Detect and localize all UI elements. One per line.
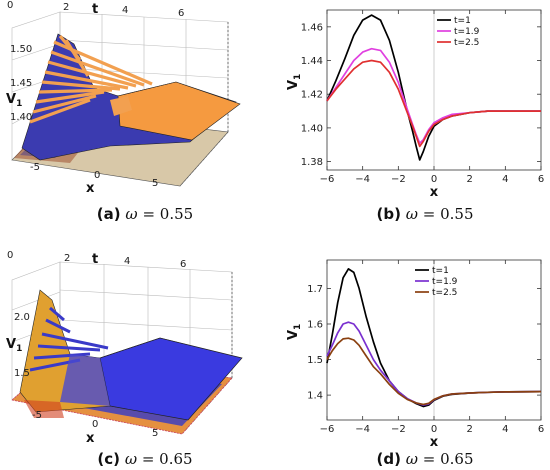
line-chart-b: −6 −4 −2 0 2 4 6 1.38 1.40 1.42 1.44 1.46 x V1 t=1t=1.… bbox=[286, 9, 544, 200]
t-tick: 4 bbox=[122, 5, 128, 16]
y-tick-label: 1.6 bbox=[307, 320, 323, 331]
caption-label: (d) bbox=[376, 450, 401, 468]
series-line-t25 bbox=[326, 59, 541, 148]
y-tick-label: 1.42 bbox=[301, 90, 323, 101]
x-tick-label: 4 bbox=[502, 424, 508, 435]
x-tick-label: −4 bbox=[355, 424, 370, 435]
x-tick-label: 2 bbox=[466, 424, 472, 435]
caption-value: = 0.65 bbox=[141, 450, 193, 468]
x-tick-label: 4 bbox=[502, 174, 508, 185]
legend-entry: t=1 bbox=[454, 16, 471, 26]
caption-value: = 0.55 bbox=[422, 205, 474, 223]
t-axis-label: t bbox=[92, 252, 98, 267]
legend-entry: t=1.9 bbox=[454, 27, 480, 37]
panel-b: −6 −4 −2 0 2 4 6 1.38 1.40 1.42 1.44 1.46 x V1 t=1 t=1.… bbox=[275, 0, 550, 200]
omega-symbol: ω bbox=[405, 205, 418, 223]
y-tick-label: 1.5 bbox=[307, 355, 323, 366]
legend-entry: t=1.9 bbox=[432, 277, 458, 287]
x-tick: -5 bbox=[30, 162, 40, 173]
x-tick-label: 0 bbox=[431, 174, 437, 185]
x-axis-label: x bbox=[430, 435, 439, 450]
y-tick-label: 1.46 bbox=[301, 22, 323, 33]
y-tick-label: 1.7 bbox=[307, 284, 323, 295]
panel-c: 0 2 4 6 t 2.0 1.5 V1 -5 0 5 x bbox=[0, 250, 275, 450]
x-tick: 5 bbox=[152, 428, 158, 439]
t-tick: 2 bbox=[63, 2, 69, 13]
omega-symbol: ω bbox=[125, 205, 138, 223]
surface-plot-c: 0 2 4 6 t 2.0 1.5 V1 -5 0 5 x bbox=[6, 250, 243, 446]
z-tick: 1.5 bbox=[14, 368, 30, 379]
caption-b: (b) ω = 0.55 bbox=[330, 205, 520, 223]
x-tick-label: 0 bbox=[431, 424, 437, 435]
t-tick: 0 bbox=[7, 250, 13, 261]
x-tick-label: −6 bbox=[320, 424, 335, 435]
z-axis-label: V1 bbox=[6, 92, 22, 109]
surface-a bbox=[21, 33, 241, 161]
x-tick-label: −2 bbox=[391, 174, 406, 185]
legend-entry: t=1 bbox=[432, 266, 449, 276]
line-chart-d: −6 −4 −2 0 2 4 6 1.4 1.5 1.6 1.7 x V1 t=1t=1.9t=2.5 bbox=[286, 259, 544, 450]
t-tick: 2 bbox=[64, 253, 70, 264]
caption-label: (b) bbox=[376, 205, 401, 223]
caption-value: = 0.55 bbox=[142, 205, 194, 223]
caption-c: (c) ω = 0.65 bbox=[50, 450, 240, 468]
t-tick: 4 bbox=[124, 256, 130, 267]
panel-a: 0 2 4 6 t 1.50 1.45 1.40 V1 -5 0 5 x bbox=[0, 0, 275, 200]
y-tick-label: 1.38 bbox=[301, 157, 323, 168]
t-tick: 0 bbox=[7, 0, 13, 11]
y-tick-label: 1.44 bbox=[301, 56, 323, 67]
x-tick: 0 bbox=[94, 170, 100, 181]
x-tick: 5 bbox=[152, 178, 158, 189]
y-axis-label: V1 bbox=[286, 74, 303, 90]
surface-plateau-c bbox=[99, 337, 243, 421]
caption-label: (c) bbox=[97, 450, 121, 468]
legend-entry: t=2.5 bbox=[454, 38, 479, 48]
z-tick: 2.0 bbox=[14, 312, 30, 323]
z-tick: 1.40 bbox=[10, 112, 32, 123]
x-tick: -5 bbox=[32, 410, 42, 421]
caption-label: (a) bbox=[96, 205, 121, 223]
t-tick: 6 bbox=[180, 259, 186, 270]
surface-c bbox=[19, 289, 243, 421]
omega-symbol: ω bbox=[124, 450, 138, 468]
x-axis-label: x bbox=[86, 181, 95, 196]
x-tick-label: −2 bbox=[391, 424, 406, 435]
omega-symbol: ω bbox=[405, 450, 418, 468]
t-tick: 6 bbox=[178, 8, 184, 19]
z-tick: 1.50 bbox=[10, 44, 32, 55]
legend-entry: t=2.5 bbox=[432, 288, 457, 298]
x-tick-label: 2 bbox=[466, 174, 472, 185]
y-tick-label: 1.4 bbox=[307, 391, 323, 402]
caption-value: = 0.65 bbox=[422, 450, 474, 468]
surface-plateau-a bbox=[117, 81, 241, 141]
x-tick: 0 bbox=[92, 419, 98, 430]
t-axis-label: t bbox=[92, 2, 98, 17]
panel-d: −6 −4 −2 0 2 4 6 1.4 1.5 1.6 1.7 x V1 t=1 t=1.9 t=2.5 bbox=[275, 250, 550, 450]
x-axis-label: x bbox=[86, 431, 95, 446]
series-line-t25 bbox=[326, 337, 542, 406]
x-tick-label: 6 bbox=[538, 424, 544, 435]
x-tick-label: −4 bbox=[355, 174, 370, 185]
y-tick-label: 1.40 bbox=[301, 123, 323, 134]
caption-d: (d) ω = 0.65 bbox=[330, 450, 520, 468]
x-axis-label: x bbox=[430, 185, 439, 200]
z-tick: 1.45 bbox=[10, 78, 32, 89]
surface-plot-a: 0 2 4 6 t 1.50 1.45 1.40 V1 -5 0 5 x bbox=[6, 0, 241, 196]
y-axis-label: V1 bbox=[286, 324, 303, 340]
x-tick-label: −6 bbox=[320, 174, 335, 185]
x-tick-label: 6 bbox=[538, 174, 544, 185]
z-axis-label: V1 bbox=[6, 337, 22, 354]
caption-a: (a) ω = 0.55 bbox=[50, 205, 240, 223]
